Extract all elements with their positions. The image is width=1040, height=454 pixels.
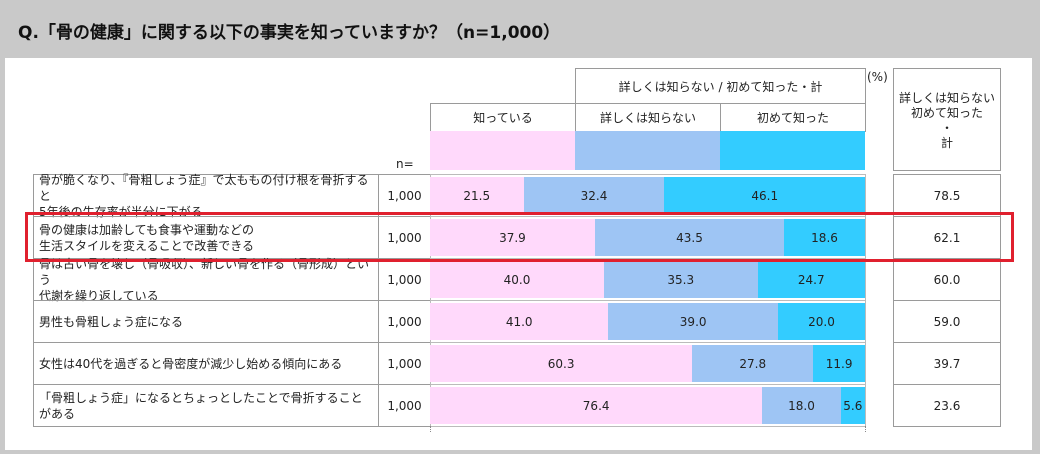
n-label: n=	[396, 157, 414, 171]
bar-segment	[594, 219, 785, 256]
total-value: 78.5	[893, 174, 1001, 217]
bar-segment	[430, 177, 524, 214]
bar-segment	[813, 345, 865, 382]
n-value: 1,000	[378, 300, 431, 343]
bar-segment	[784, 219, 865, 256]
bar-value-label: 32.4	[580, 188, 608, 203]
bar-value-label: 40.0	[503, 272, 531, 287]
bar-value-label: 39.0	[679, 314, 707, 329]
axis-line	[430, 426, 431, 432]
total-value: 59.0	[893, 300, 1001, 343]
bar-value-label: 60.3	[547, 356, 575, 371]
total-value: 39.7	[893, 342, 1001, 385]
bar-segment	[608, 303, 778, 340]
bar-segment	[430, 303, 609, 340]
legend-swatch	[720, 131, 865, 170]
bar-value-label: 76.4	[582, 398, 610, 413]
bar-value-label: 18.6	[811, 230, 838, 245]
bar-segment	[762, 387, 841, 424]
bar-segment	[430, 219, 595, 256]
row-label: 骨が脆くなり、『骨粗しょう症』で太ももの付け根を骨折すると 5年後の生存率が半分…	[33, 173, 379, 219]
bar-segment	[757, 261, 865, 298]
legend-swatch	[430, 131, 575, 170]
bar-segment	[778, 303, 865, 340]
bar-segment	[692, 345, 814, 382]
n-value: 1,000	[378, 258, 431, 301]
bar-value-label: 35.3	[667, 272, 695, 287]
legend-swatch	[575, 131, 720, 170]
legend-label: 詳しくは知らない	[575, 103, 721, 132]
bar-segment	[523, 177, 665, 214]
bar-segment	[430, 387, 763, 424]
group-header: 詳しくは知らない / 初めて知った・計	[575, 68, 866, 104]
bar-value-label: 37.9	[499, 230, 526, 245]
row-label: 「骨粗しょう症」になるとちょっとしたことで骨折することがある	[33, 384, 379, 427]
legend-label: 初めて知った	[720, 103, 866, 132]
bar-value-label: 24.7	[797, 272, 825, 287]
bar-value-label: 41.0	[505, 314, 533, 329]
bar-value-label: 21.5	[463, 188, 491, 203]
chart-title: Q.「骨の健康」に関する以下の事実を知っていますか？（n=1,000）	[18, 23, 561, 43]
total-value: 23.6	[893, 384, 1001, 427]
unit-label: (%)	[867, 70, 888, 84]
bar-value-label: 43.5	[676, 230, 703, 245]
row-label: 男性も骨粗しょう症になる	[33, 300, 379, 343]
n-value: 1,000	[378, 342, 431, 385]
bar-segment	[604, 261, 758, 298]
bar-value-label: 46.1	[751, 188, 779, 203]
bar-value-label: 18.0	[788, 398, 815, 413]
n-value: 1,000	[378, 174, 431, 217]
bar-value-label: 11.9	[825, 356, 853, 371]
bar-value-label: 20.0	[808, 314, 835, 329]
total-header: 詳しくは知らない 初めて知った ・ 計	[893, 68, 1001, 171]
axis-line	[865, 426, 866, 432]
row-label: 骨は古い骨を壊し（骨吸収）、新しい骨を作る（骨形成）という 代謝を繰り返している	[33, 257, 379, 303]
bar-value-label: 27.8	[739, 356, 767, 371]
bar-segment	[840, 387, 865, 424]
bar-value-label: 5.6	[843, 398, 863, 413]
bar-segment	[430, 261, 604, 298]
highlight-box	[25, 212, 1014, 262]
bar-segment	[430, 345, 693, 382]
legend-label: 知っている	[430, 103, 576, 132]
bar-segment	[664, 177, 865, 214]
n-value: 1,000	[378, 384, 431, 427]
row-label: 女性は40代を過ぎると骨密度が減少し始める傾向にある	[33, 342, 379, 385]
total-value: 60.0	[893, 258, 1001, 301]
